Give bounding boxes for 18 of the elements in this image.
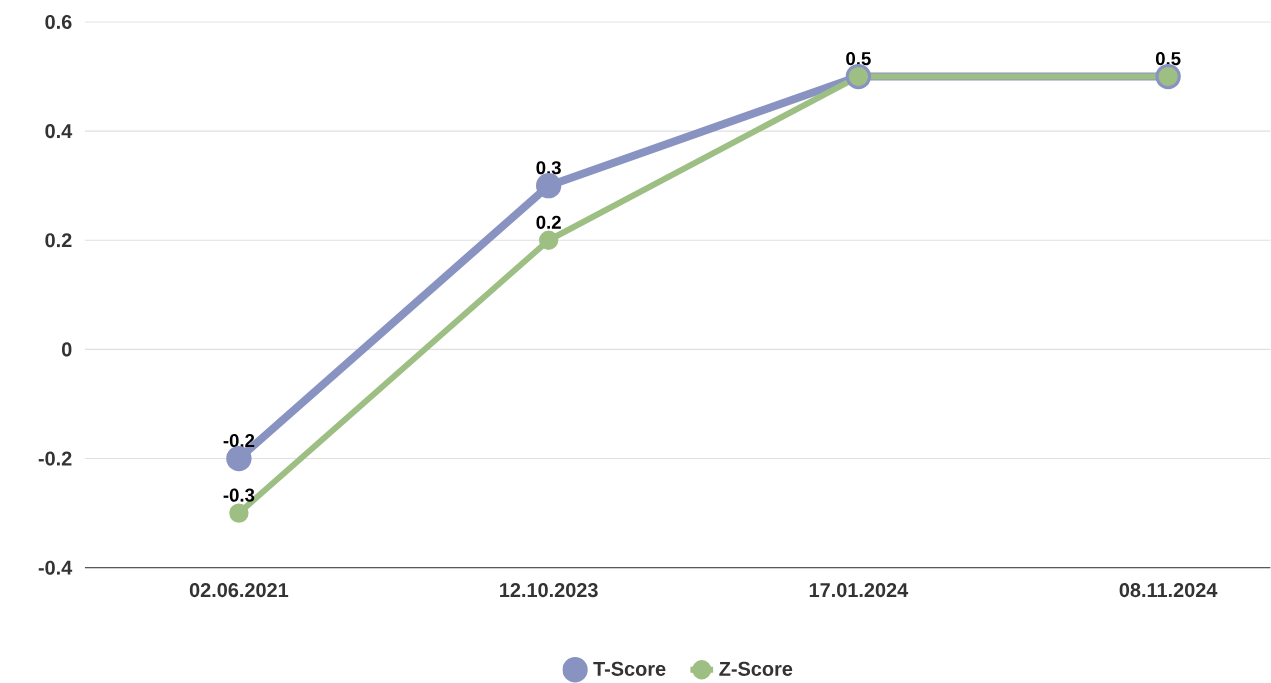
y-tick-label: 0.2: [45, 233, 72, 248]
data-label: -0.2: [223, 434, 255, 448]
y-tick-label: -0.4: [38, 560, 73, 575]
x-tick-label: 02.06.2021: [189, 583, 289, 598]
x-tick-label: 17.01.2024: [809, 583, 909, 598]
data-label: -0.3: [223, 488, 255, 502]
y-tick-label: -0.2: [38, 451, 72, 466]
data-label: 0.5: [846, 52, 871, 66]
y-tick-label: 0.6: [45, 14, 72, 30]
data-label: 0.3: [536, 161, 561, 175]
data-label: 0.5: [1155, 52, 1181, 66]
y-tick-label: 0.4: [45, 124, 73, 139]
x-tick-label: 08.11.2024: [1119, 583, 1218, 598]
legend-label: T-Score: [593, 661, 666, 676]
data-label: 0.2: [536, 215, 561, 229]
x-tick-label: 12.10.2023: [500, 583, 598, 598]
legend-label: Z-Score: [719, 661, 793, 676]
y-tick-label: 0: [61, 342, 72, 357]
